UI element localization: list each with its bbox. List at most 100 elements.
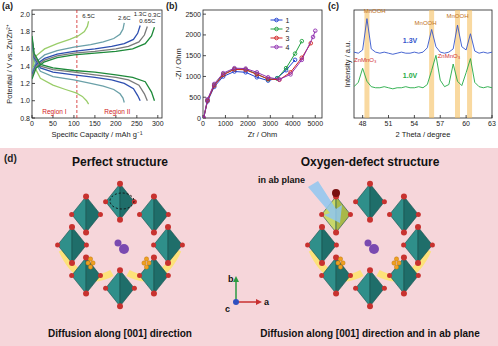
x-tick bbox=[440, 115, 441, 118]
oxygen-atom bbox=[98, 273, 103, 278]
eis-point bbox=[278, 78, 282, 82]
zinc-ion bbox=[394, 257, 398, 261]
oxygen-atom bbox=[165, 224, 171, 230]
oxygen-vacancy bbox=[332, 189, 340, 197]
y-tick-label: 1.0 bbox=[20, 97, 30, 104]
oxygen-atom bbox=[165, 260, 171, 266]
axis-arrowhead bbox=[233, 276, 239, 282]
plot-area bbox=[354, 10, 492, 118]
y-axis-title: -Zi / Ohm bbox=[174, 48, 183, 79]
eis-point bbox=[206, 98, 210, 102]
x-tick bbox=[94, 115, 95, 118]
oxygen-atom bbox=[166, 273, 171, 278]
oxygen-atom bbox=[319, 224, 325, 230]
structure-caption: Diffusion along [001] direction and in a… bbox=[260, 328, 480, 339]
oxygen-atom bbox=[305, 243, 310, 248]
legend-label: 3 bbox=[286, 35, 290, 42]
oxygen-atom bbox=[401, 243, 406, 248]
x-tick bbox=[388, 115, 389, 118]
oxygen-atom bbox=[387, 212, 392, 217]
oxygen-atom bbox=[151, 291, 157, 297]
axis-a bbox=[236, 301, 258, 303]
region-label: Region II bbox=[104, 108, 130, 116]
zinc-ion bbox=[88, 257, 92, 261]
x-tick-label: 100 bbox=[68, 120, 80, 127]
oxygen-atom bbox=[98, 212, 103, 217]
oxygen-atom bbox=[151, 229, 157, 235]
eis-point bbox=[266, 75, 270, 79]
panel-label: (b) bbox=[166, 1, 178, 11]
axis-b bbox=[235, 280, 237, 302]
discharge-curve bbox=[32, 36, 154, 101]
x-tick-label: 63 bbox=[488, 120, 496, 127]
oxygen-atom bbox=[353, 199, 358, 204]
y-tick-label: 1500 bbox=[185, 52, 201, 59]
eis-point bbox=[284, 66, 288, 70]
x-tick-label: 250 bbox=[131, 120, 143, 127]
x-tick bbox=[247, 115, 248, 118]
legend-swatch bbox=[271, 29, 283, 30]
y-tick-label: 1000 bbox=[185, 73, 201, 80]
x-tick-label: 3000 bbox=[263, 120, 279, 127]
oxygen-atom bbox=[55, 243, 60, 248]
eis-point bbox=[289, 73, 293, 77]
legend-swatch bbox=[271, 38, 283, 39]
zinc-ion bbox=[91, 261, 95, 265]
zinc-ion bbox=[392, 261, 396, 265]
y-tick-label: 1.8 bbox=[20, 28, 30, 35]
oxygen-atom bbox=[367, 181, 373, 187]
trace-label: 1.0V bbox=[403, 72, 418, 79]
oxygen-atom bbox=[83, 193, 89, 199]
diagram-background bbox=[0, 148, 498, 346]
x-tick-label: 50 bbox=[49, 120, 57, 127]
eis-point bbox=[212, 82, 216, 86]
axis-c bbox=[233, 299, 239, 305]
plot-frame bbox=[203, 10, 322, 118]
oxygen-atom bbox=[415, 224, 421, 230]
water-molecule bbox=[119, 244, 129, 254]
eis-point bbox=[244, 67, 248, 71]
zinc-ion bbox=[88, 265, 92, 269]
eis-line bbox=[204, 60, 295, 118]
axis-arrowhead bbox=[256, 299, 262, 305]
eis-point bbox=[300, 39, 304, 43]
figure: 0501001502002503000.81.01.21.41.61.82.0S… bbox=[0, 0, 498, 346]
x-tick bbox=[73, 115, 74, 118]
oxygen-atom bbox=[83, 255, 89, 261]
eis-point bbox=[293, 52, 297, 56]
oxygen-atom bbox=[166, 212, 171, 217]
oxygen-atom bbox=[117, 181, 123, 187]
peak-highlight bbox=[364, 10, 369, 118]
xrd-trace bbox=[354, 55, 492, 88]
zinc-ion bbox=[394, 265, 398, 269]
oxygen-atom bbox=[401, 291, 407, 297]
x-tick-label: 300 bbox=[152, 120, 164, 127]
y-tick-label: 0.8 bbox=[20, 115, 30, 122]
zinc-ion bbox=[336, 261, 340, 265]
zinc-ion bbox=[144, 265, 148, 269]
oxygen-atom bbox=[348, 212, 353, 217]
oxygen-atom bbox=[83, 291, 89, 297]
oxygen-atom bbox=[319, 212, 324, 217]
eis-point bbox=[313, 29, 317, 33]
x-tick-label: 1000 bbox=[218, 120, 234, 127]
discharge-curve bbox=[32, 38, 147, 101]
y-tick bbox=[203, 14, 206, 15]
phase-label: MnOOH bbox=[364, 8, 386, 14]
x-tick-label: 2000 bbox=[240, 120, 256, 127]
y-tick bbox=[32, 100, 35, 101]
oxygen-atom bbox=[401, 193, 407, 199]
panel-label: (a) bbox=[2, 1, 13, 11]
zinc-ion bbox=[142, 261, 146, 265]
oxygen-atom bbox=[180, 243, 185, 248]
xrd-trace bbox=[354, 19, 492, 55]
oxygen-atom bbox=[367, 267, 373, 273]
oxygen-atom bbox=[333, 255, 339, 261]
x-tick-label: 4000 bbox=[285, 120, 301, 127]
oxygen-atom bbox=[333, 229, 339, 235]
water-molecule bbox=[115, 240, 122, 247]
x-tick bbox=[32, 115, 33, 118]
charge-curve bbox=[32, 27, 154, 79]
eis-point bbox=[255, 71, 259, 75]
oxygen-atom bbox=[387, 273, 392, 278]
